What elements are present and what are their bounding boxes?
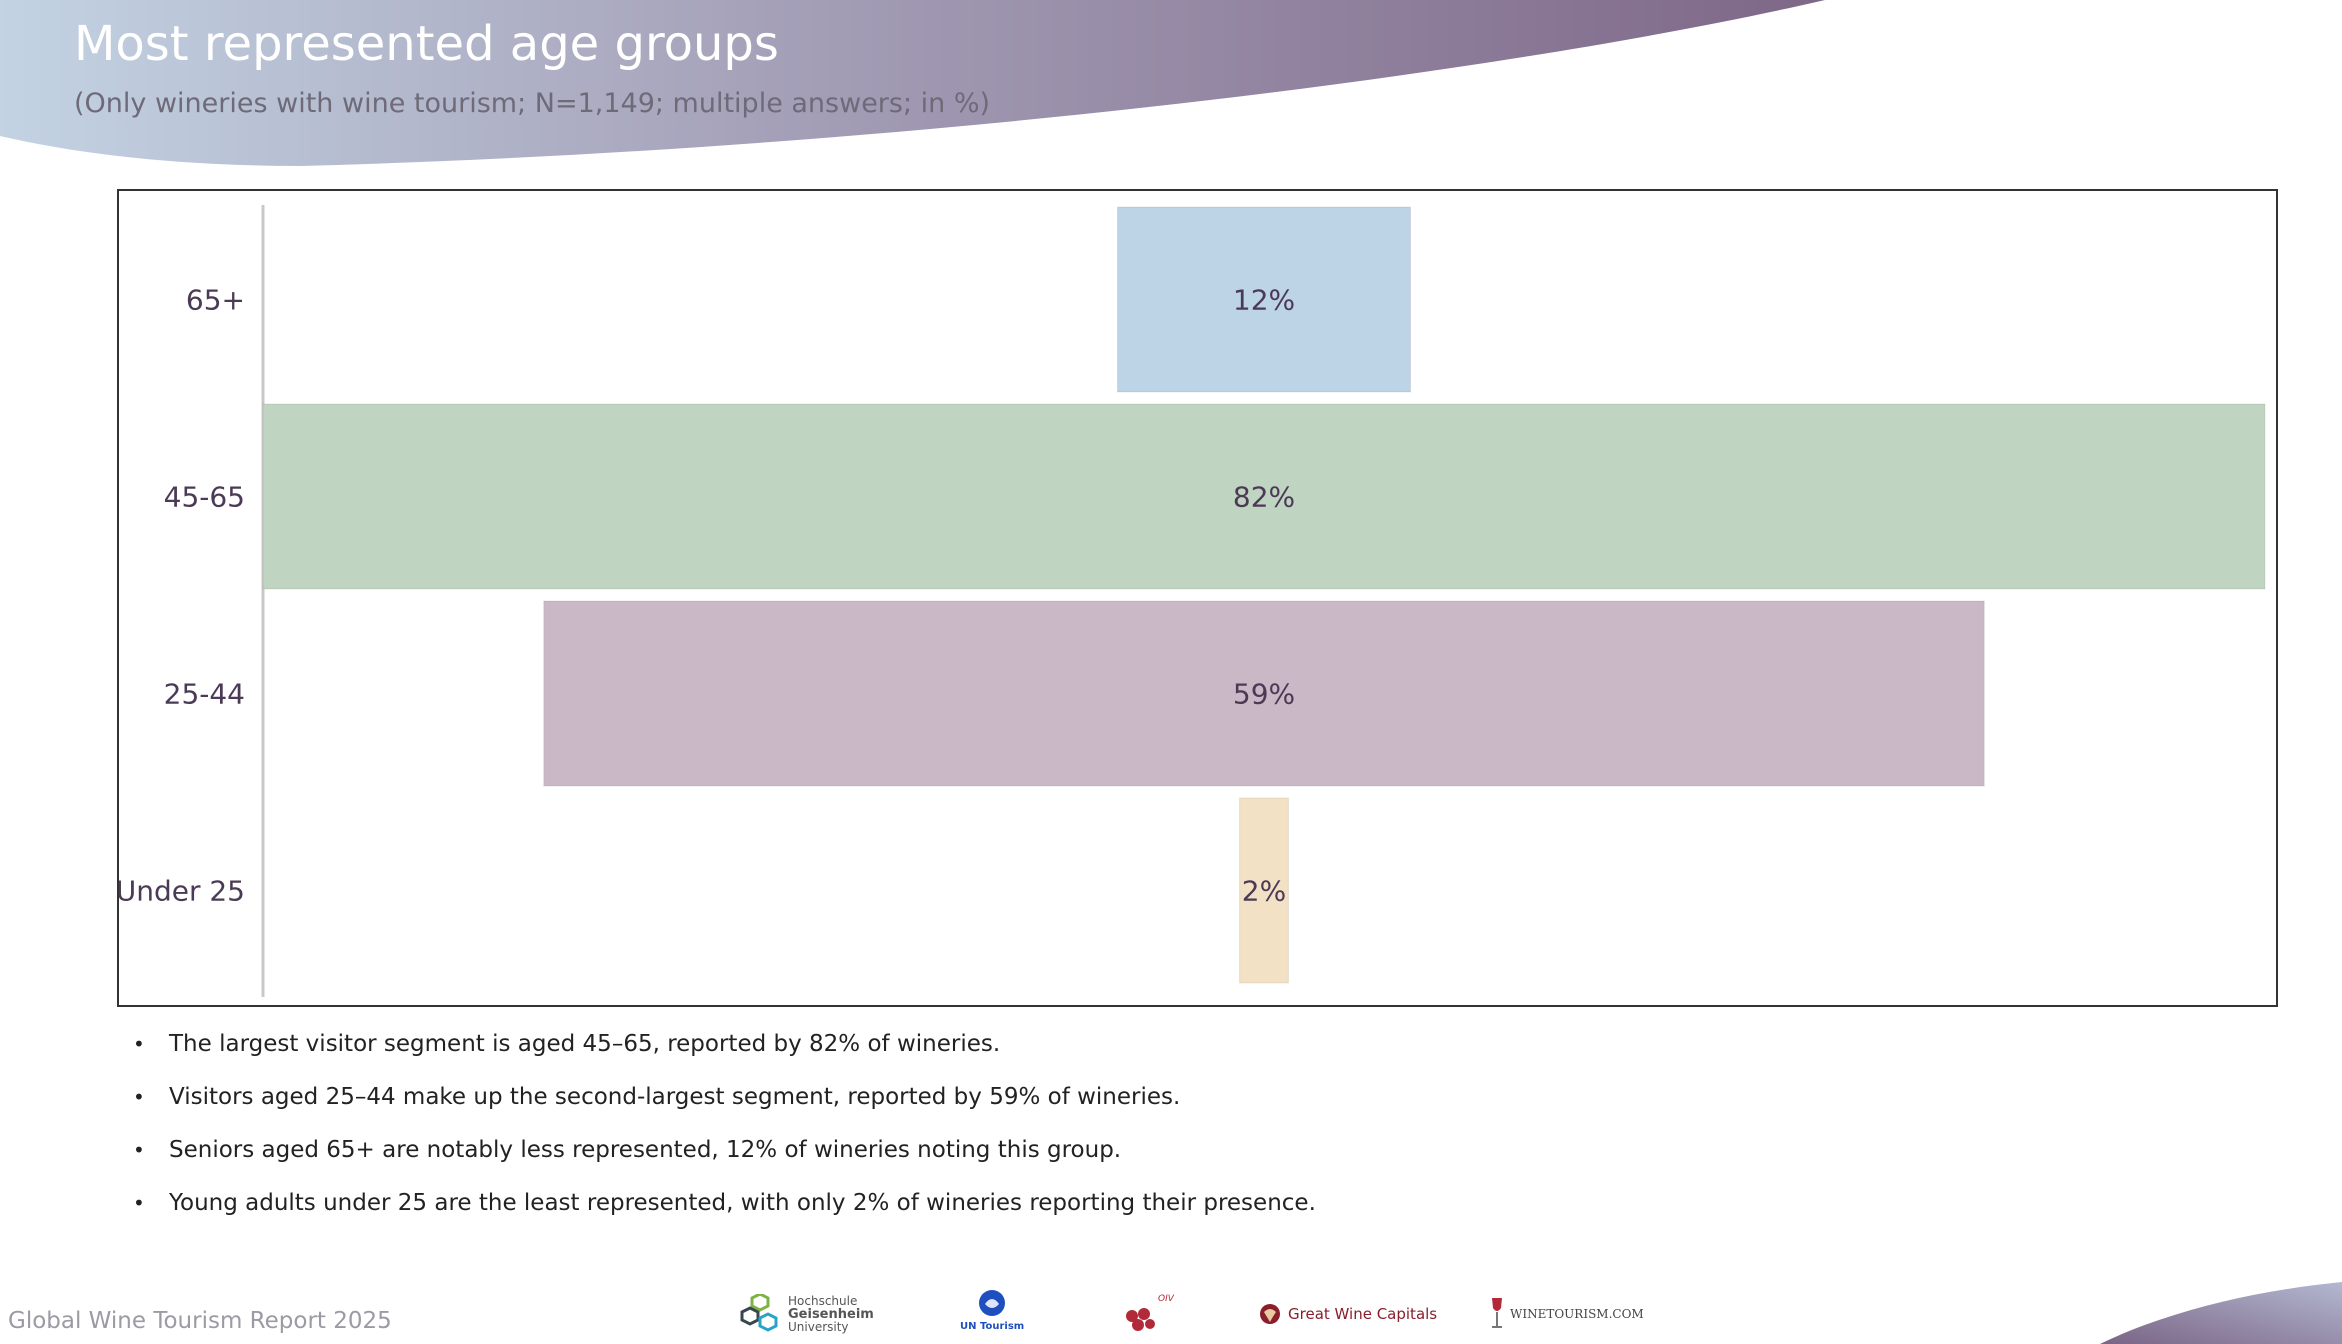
bullet-dot: •	[133, 1138, 145, 1162]
bullet-item: • Visitors aged 25–44 make up the second-…	[133, 1075, 1316, 1128]
bullet-text: Young adults under 25 are the least repr…	[169, 1190, 1316, 1216]
bar-65-	[1117, 206, 1411, 393]
logo-line: University	[788, 1319, 849, 1334]
funnel-chart: 12% 65+ 82% 45-65 59% 25-44 2% Under 25	[119, 205, 2266, 997]
oiv-logo-icon	[1126, 1308, 1155, 1331]
logo-line: WINETOURISM.COM	[1510, 1306, 1644, 1321]
category-label: 45-65	[164, 481, 245, 514]
page-title: Most represented age groups	[74, 16, 779, 72]
un-tourism-logo-icon	[979, 1290, 1006, 1316]
logo-line: OIV	[1158, 1293, 1174, 1304]
bullet-item: • The largest visitor segment is aged 45–…	[133, 1022, 1316, 1075]
bullet-dot: •	[133, 1191, 145, 1215]
logo-line: Geisenheim	[788, 1306, 874, 1322]
great-wine-capitals-logo-icon	[1260, 1304, 1280, 1324]
page-subtitle: (Only wineries with wine tourism; N=1,14…	[74, 88, 991, 119]
category-label: 25-44	[164, 678, 245, 711]
oiv-logo: OIV	[1122, 1288, 1174, 1340]
hochschule-logo: Hochschule Geisenheim University	[738, 1288, 874, 1340]
footer-text: Global Wine Tourism Report 2025	[8, 1308, 392, 1334]
bar-25-44	[543, 600, 1985, 787]
header-band	[0, 0, 1825, 166]
bullet-text: The largest visitor segment is aged 45–6…	[169, 1031, 1001, 1057]
data-label: 82%	[1233, 481, 1295, 514]
logo-line: Great Wine Capitals	[1288, 1304, 1438, 1323]
bullet-dot: •	[133, 1032, 145, 1056]
corner-band	[2100, 1282, 2342, 1344]
bar-45-65	[262, 403, 2266, 590]
winetourism-logo-icon	[1492, 1298, 1502, 1328]
un-tourism-logo: UN Tourism	[960, 1288, 1024, 1340]
key-findings-list: • The largest visitor segment is aged 45–…	[133, 1022, 1316, 1234]
hochschule-logo-icon	[740, 1294, 778, 1332]
logo-line: Hochschule	[788, 1293, 858, 1308]
great-wine-capitals-logo: Great Wine Capitals	[1258, 1288, 1437, 1340]
logo-line: UN Tourism	[960, 1321, 1025, 1332]
bullet-item: • Young adults under 25 are the least rep…	[133, 1181, 1316, 1234]
data-label: 2%	[1242, 875, 1286, 908]
data-label: 12%	[1233, 284, 1295, 317]
bar-under-25	[1239, 797, 1289, 984]
chart-frame: 12% 65+ 82% 45-65 59% 25-44 2% Under 25	[117, 189, 2278, 1007]
bullet-text: Visitors aged 25–44 make up the second-l…	[169, 1084, 1181, 1110]
data-label: 59%	[1233, 678, 1295, 711]
bullet-text: Seniors aged 65+ are notably less repres…	[169, 1137, 1122, 1163]
category-label: Under 25	[119, 875, 245, 908]
bullet-dot: •	[133, 1085, 145, 1109]
winetourism-logo: WINETOURISM.COM	[1490, 1288, 1644, 1340]
category-label: 65+	[186, 284, 245, 317]
bullet-item: • Seniors aged 65+ are notably less repre…	[133, 1128, 1316, 1181]
